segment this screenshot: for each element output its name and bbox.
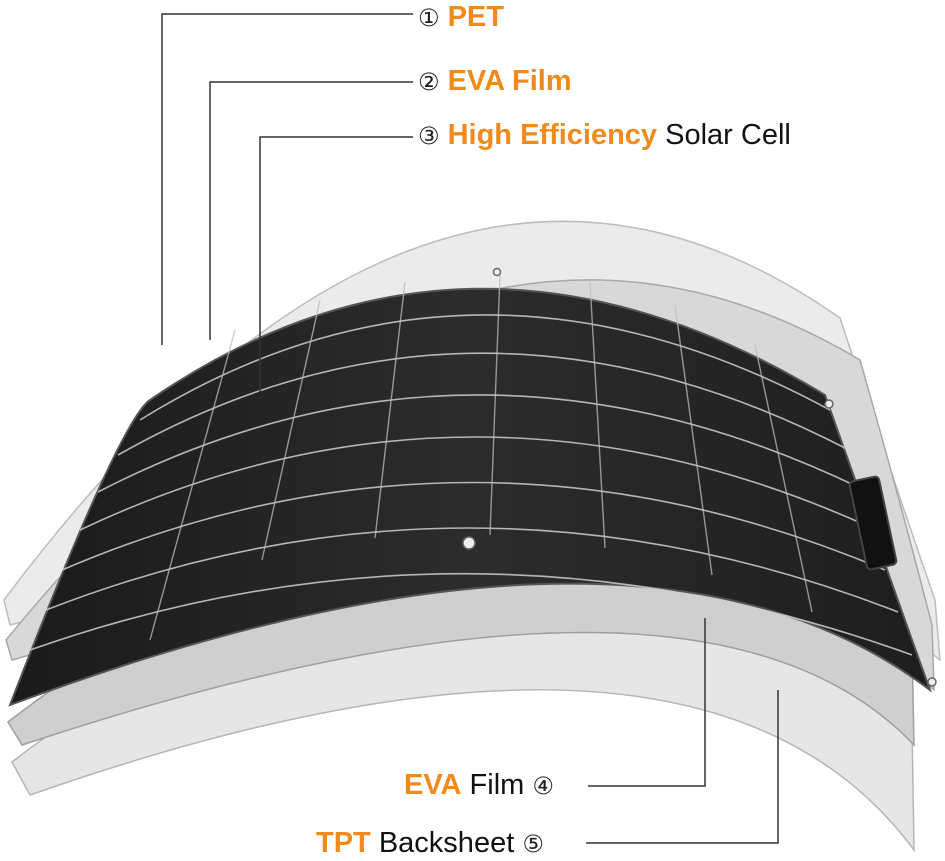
label-highlight: High Efficiency [447,119,658,151]
grommet [824,399,834,409]
junction-box [848,475,898,571]
label-eva-film-upper: ② EVA Film [418,64,572,99]
leader-line-eva-film-lower [588,618,706,787]
label-highlight: EVA [404,769,462,801]
label-eva-film-lower: EVA Film ④ [404,768,554,803]
label-number: ⑤ [522,830,544,858]
label-tpt-backsheet: TPT Backsheet ⑤ [316,826,544,861]
label-highlight: PET [447,1,504,33]
label-pet: ① PET [418,0,504,35]
label-rest: Solar Cell [657,119,791,151]
label-number: ② [418,68,440,96]
leader-line-solar-cell [259,136,413,392]
label-number: ① [418,4,440,32]
label-highlight: EVA Film [447,65,572,97]
grommet [492,267,502,277]
label-rest: Backsheet [370,827,523,859]
solar-cell-panel [8,267,937,707]
label-highlight: TPT [316,827,371,859]
label-number: ③ [418,122,440,150]
label-number: ④ [532,772,554,800]
label-solar-cell: ③ High Efficiency Solar Cell [418,118,791,153]
grommet [927,677,937,687]
leader-line-tpt-backsheet [586,690,779,844]
leader-line-pet [161,13,413,345]
leader-line-eva-film-upper [209,81,413,340]
label-rest: Film [461,769,533,801]
grommet [462,536,476,550]
